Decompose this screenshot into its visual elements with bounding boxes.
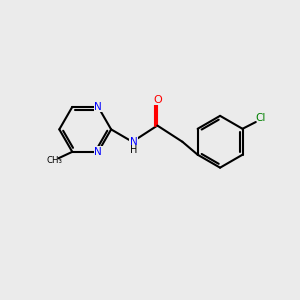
Text: N: N: [94, 102, 102, 112]
Text: CH₃: CH₃: [46, 156, 62, 165]
Text: H: H: [130, 145, 137, 155]
Text: O: O: [153, 94, 162, 105]
Text: N: N: [94, 147, 102, 157]
Text: Cl: Cl: [255, 112, 266, 123]
Text: N: N: [130, 137, 137, 147]
